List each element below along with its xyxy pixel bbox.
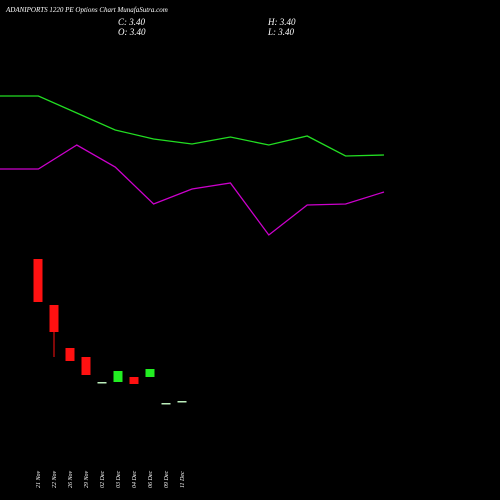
ohlc-label: C: 3.40 <box>118 17 146 27</box>
candle-body <box>33 259 43 302</box>
candle-body <box>113 371 123 382</box>
x-tick-label: 04 Dec <box>131 471 138 488</box>
candle-body <box>177 401 187 403</box>
ohlc-label: L: 3.40 <box>267 27 295 37</box>
line-series <box>0 144 385 236</box>
candle-body <box>129 377 139 384</box>
chart-title: ADANIPORTS 1220 PE Options Chart MunafaS… <box>5 6 168 14</box>
x-tick-label: 21 Nov <box>36 470 42 488</box>
ohlc-label: O: 3.40 <box>118 27 146 37</box>
candle-body <box>161 403 171 405</box>
x-tick-label: 26 Nov <box>68 470 74 488</box>
candle-body <box>65 348 75 361</box>
x-tick-label: 11 Dec <box>180 471 186 488</box>
x-tick-label: 09 Dec <box>164 471 170 488</box>
candle-body <box>145 369 155 377</box>
line-series <box>0 95 385 157</box>
x-tick-label: 02 Dec <box>100 471 106 488</box>
ohlc-label: H: 3.40 <box>267 17 296 27</box>
x-tick-label: 29 Nov <box>84 470 90 488</box>
candle-body <box>97 382 107 384</box>
candle-body <box>49 305 59 332</box>
x-tick-label: 03 Dec <box>116 471 122 488</box>
x-tick-label: 22 Nov <box>52 470 58 488</box>
x-tick-label: 06 Dec <box>148 471 154 488</box>
candle-body <box>81 357 91 375</box>
